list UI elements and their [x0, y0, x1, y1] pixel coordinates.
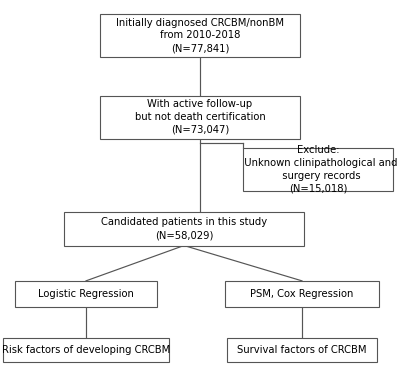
- FancyBboxPatch shape: [100, 96, 300, 138]
- Text: Exclude:
  Unknown clinipathological and
  surgery records
(N=15,018): Exclude: Unknown clinipathological and s…: [238, 145, 398, 193]
- Text: With active follow-up
but not death certification
(N=73,047): With active follow-up but not death cert…: [135, 99, 265, 135]
- Text: Logistic Regression: Logistic Regression: [38, 289, 134, 299]
- Text: Initially diagnosed CRCBM/nonBM
from 2010-2018
(N=77,841): Initially diagnosed CRCBM/nonBM from 201…: [116, 17, 284, 53]
- Text: Risk factors of developing CRCBM: Risk factors of developing CRCBM: [2, 345, 170, 355]
- FancyBboxPatch shape: [64, 212, 304, 246]
- FancyBboxPatch shape: [100, 14, 300, 57]
- FancyBboxPatch shape: [3, 338, 169, 362]
- Text: PSM, Cox Regression: PSM, Cox Regression: [250, 289, 354, 299]
- FancyBboxPatch shape: [227, 338, 377, 362]
- FancyBboxPatch shape: [243, 148, 393, 190]
- FancyBboxPatch shape: [225, 281, 379, 307]
- Text: Survival factors of CRCBM: Survival factors of CRCBM: [237, 345, 367, 355]
- FancyBboxPatch shape: [15, 281, 157, 307]
- Text: Candidated patients in this study
(N=58,029): Candidated patients in this study (N=58,…: [101, 217, 267, 240]
